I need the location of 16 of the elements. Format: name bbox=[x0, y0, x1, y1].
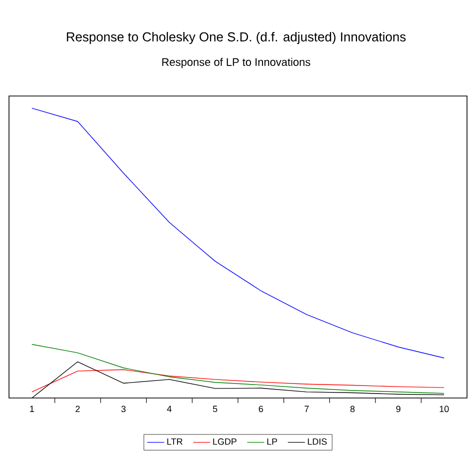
x-tick-label: 10 bbox=[440, 406, 449, 412]
x-tick-label: 5 bbox=[212, 406, 218, 412]
x-tick-label: 7 bbox=[304, 406, 309, 412]
legend-label: LTR bbox=[167, 438, 182, 445]
legend-label: LP bbox=[267, 438, 278, 445]
legend-label: LDIS bbox=[308, 438, 327, 445]
x-tick-label: 3 bbox=[121, 406, 126, 412]
x-tick-label: 6 bbox=[258, 406, 264, 412]
x-tick-label: 2 bbox=[76, 406, 80, 412]
x-tick-label: 8 bbox=[350, 406, 355, 412]
legend-label: LGDP bbox=[213, 438, 236, 445]
chart-title: Response to Cholesky One S.D. (d.f. adjusted) Innovations bbox=[66, 32, 406, 44]
x-tick-label: 1 bbox=[30, 406, 34, 412]
chart-subtitle: Response of LP to Innovations bbox=[162, 58, 310, 68]
x-tick-label: 4 bbox=[167, 406, 172, 412]
x-tick-label: 9 bbox=[396, 406, 400, 412]
